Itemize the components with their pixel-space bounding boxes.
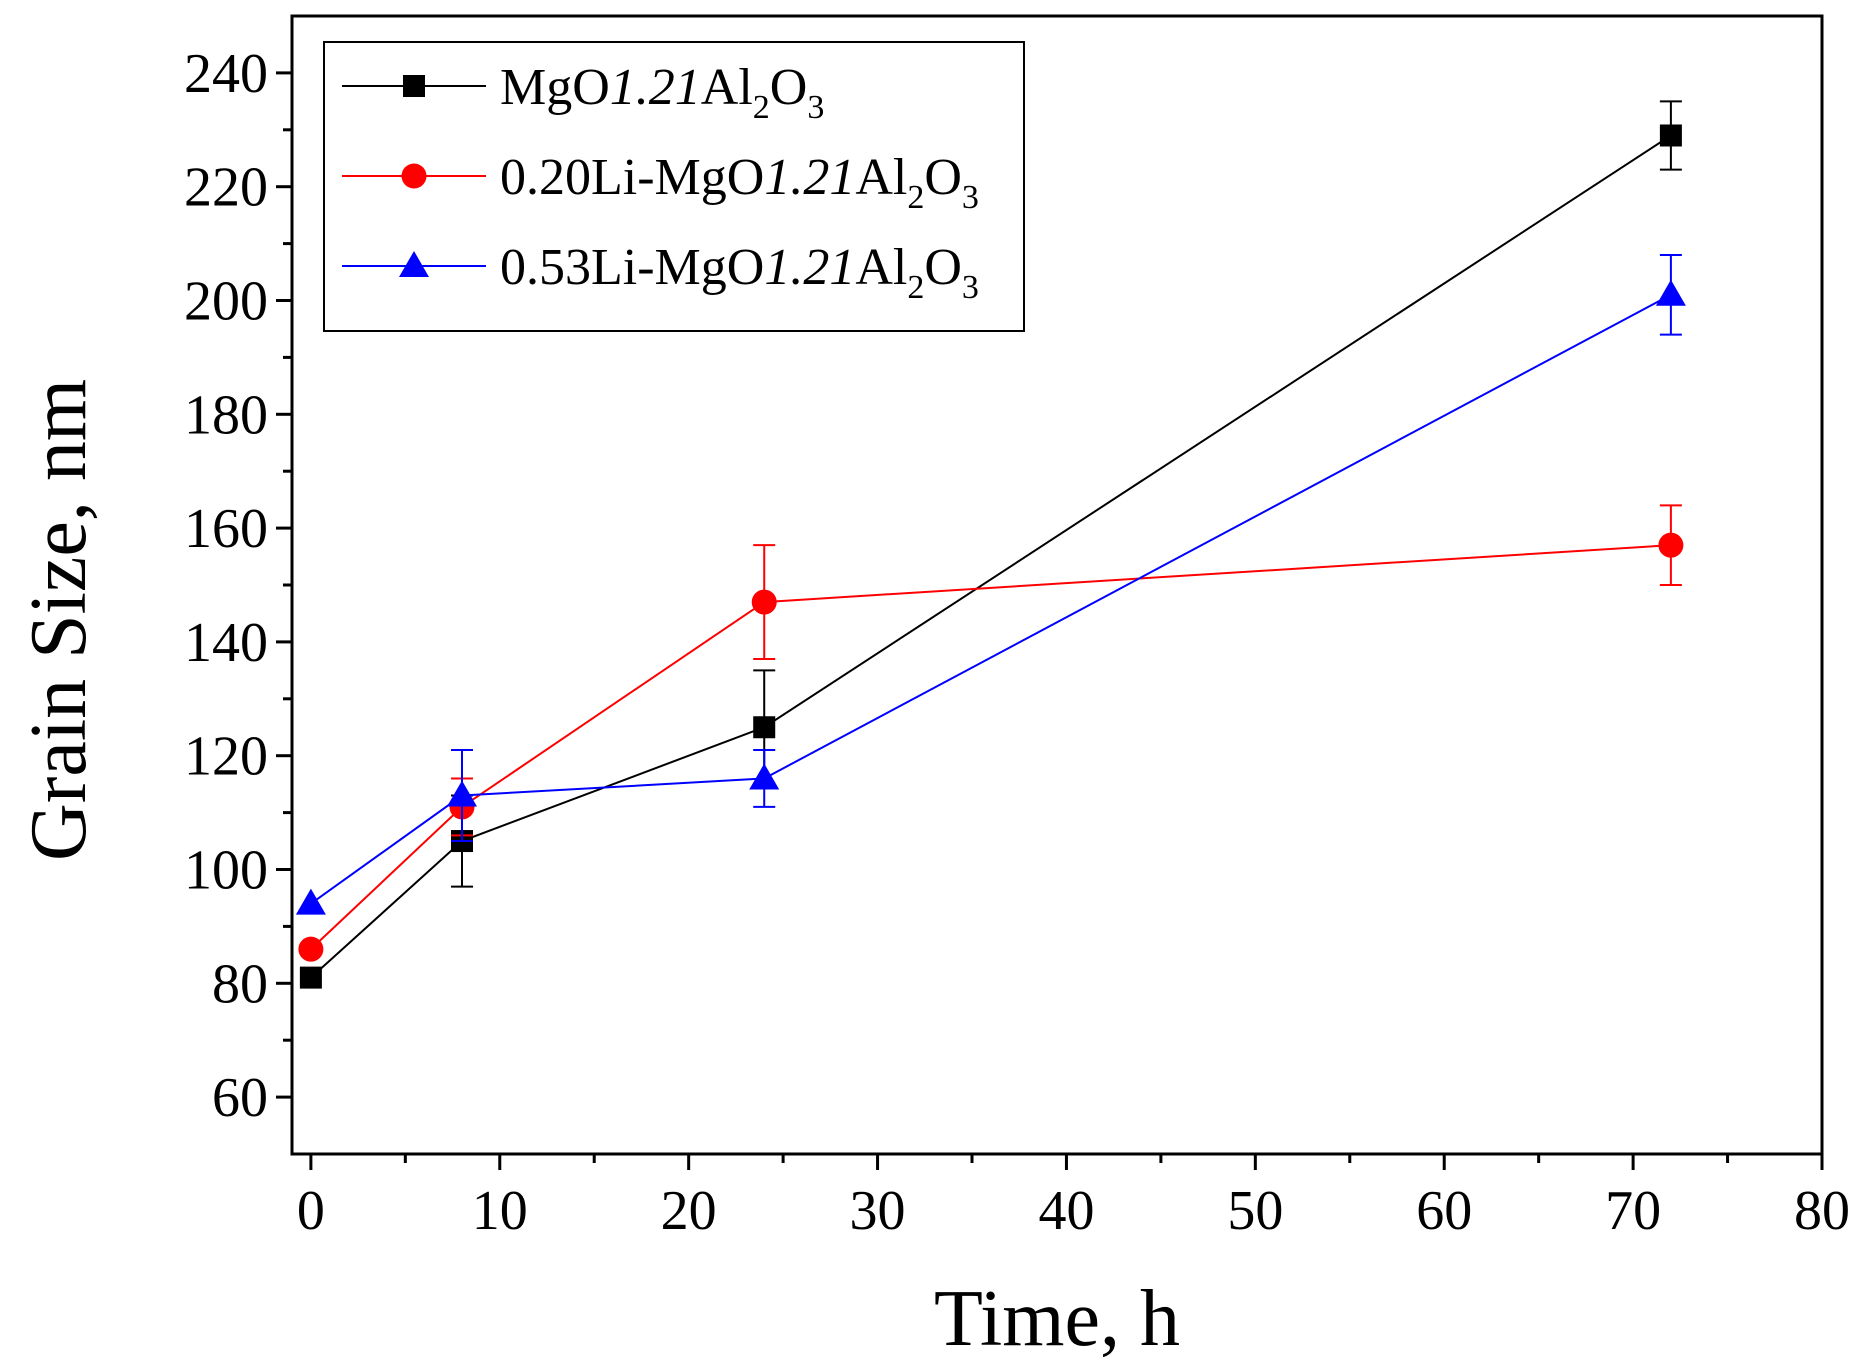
- legend-marker: [403, 75, 425, 97]
- x-tick-labels: 0 10 20 30 40 50 60 70 80: [297, 1180, 1850, 1242]
- x-tick-label: 50: [1227, 1180, 1283, 1242]
- data-point: [299, 966, 322, 989]
- y-tick-label: 220: [184, 157, 268, 219]
- legend-box: [323, 41, 1025, 332]
- series-2: [298, 504, 1684, 962]
- series-line: [310, 544, 1671, 950]
- x-tick-label: 60: [1416, 1180, 1472, 1242]
- legend-marker: [401, 163, 427, 189]
- y-tick-label: 180: [184, 384, 268, 446]
- x-tick-label: 10: [472, 1180, 528, 1242]
- y-tick-label: 120: [184, 726, 268, 788]
- x-axis-title: Time, h: [934, 1275, 1180, 1363]
- legend: MgO1.21Al2O3 0.20Li-MgO1.21Al2O3 0.53Li-Mg…: [323, 41, 1025, 332]
- series-layer: [295, 100, 1686, 989]
- data-point: [1655, 279, 1686, 306]
- x-tick-label: 0: [297, 1180, 325, 1242]
- y-tick-label: 240: [184, 43, 268, 105]
- y-tick-label: 200: [184, 271, 268, 333]
- x-tick-label: 20: [661, 1180, 717, 1242]
- data-point: [751, 589, 777, 615]
- legend-entry: 0.53Li-MgO1.21Al2O3: [500, 239, 979, 306]
- data-point: [1658, 532, 1684, 558]
- x-tick-label: 70: [1605, 1180, 1661, 1242]
- data-point: [298, 936, 324, 962]
- data-point: [447, 780, 477, 807]
- legend-marker: [399, 251, 429, 277]
- legend-entry: MgO1.21Al2O3: [500, 59, 824, 126]
- x-tick-label: 80: [1794, 1180, 1850, 1242]
- y-tick-label: 140: [184, 612, 268, 674]
- data-point: [749, 763, 780, 790]
- data-point: [1659, 124, 1682, 147]
- series-3: [295, 253, 1686, 915]
- y-axis-title: Grain Size, nm: [15, 379, 103, 861]
- data-point: [295, 888, 326, 915]
- y-tick-label: 60: [212, 1067, 268, 1129]
- y-tick-labels: 60 80 100 120 140 160 180 200 220 240: [184, 43, 268, 1129]
- axis-ticks: [276, 71, 1824, 1170]
- data-point: [753, 716, 776, 739]
- y-tick-label: 80: [212, 953, 268, 1015]
- y-tick-label: 160: [184, 498, 268, 560]
- series-line: [310, 293, 1672, 905]
- y-tick-label: 100: [184, 840, 268, 902]
- x-tick-label: 30: [850, 1180, 906, 1242]
- x-tick-label: 40: [1038, 1180, 1094, 1242]
- series-line: [310, 134, 1672, 979]
- legend-entry: 0.20Li-MgO1.21Al2O3: [500, 149, 979, 216]
